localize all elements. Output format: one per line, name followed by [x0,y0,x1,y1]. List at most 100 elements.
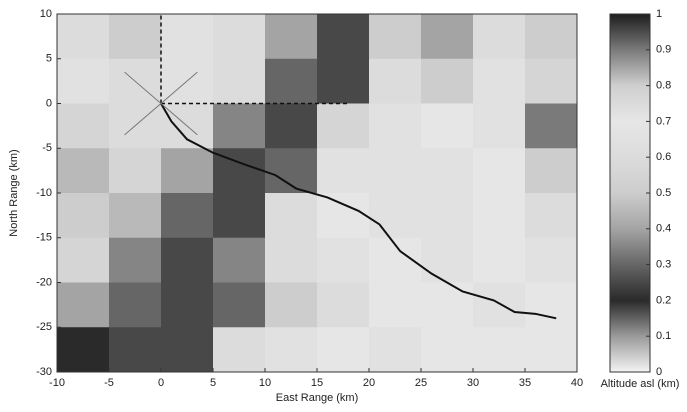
heatmap-cell [525,237,577,283]
x-tick-label: 30 [467,377,479,389]
heatmap-cell [369,58,422,104]
y-tick-label: -15 [36,232,52,244]
colorbar-tick-label: 0.3 [656,259,671,271]
heatmap-cell [525,327,577,372]
heatmap-cell [57,282,110,328]
heatmap-cell [369,148,422,194]
heatmap-cell [161,148,214,194]
heatmap-cell [369,282,422,328]
heatmap-cell [265,148,318,194]
heatmap-cell [161,237,214,283]
heatmap-cell [213,282,266,328]
heatmap-cell [57,148,110,194]
heatmap-cell [57,14,110,60]
x-tick-label: 40 [571,377,583,389]
heatmap [57,14,577,372]
heatmap-cell [265,58,318,104]
heatmap-cell [57,58,110,104]
heatmap-cell [57,327,110,372]
heatmap-cell [473,327,526,372]
heatmap-cell [161,327,214,372]
heatmap-cell [525,14,577,60]
series-line [124,71,198,136]
overlay [124,14,557,320]
x-tick-label: 25 [415,377,427,389]
y-tick-label: 10 [40,8,52,20]
heatmap-cell [317,237,370,283]
heatmap-cell [421,58,474,104]
heatmap-cell [369,193,422,239]
heatmap-cell [317,14,370,60]
heatmap-cell [317,58,370,104]
heatmap-cell [265,237,318,283]
series-line [160,102,557,320]
heatmap-cell [213,237,266,283]
heatmap-cell [161,193,214,239]
heatmap-cell [421,14,474,60]
heatmap-cell [57,193,110,239]
heatmap-cell [109,282,162,328]
colorbar [609,13,651,373]
colorbar-tick-label: 0.6 [656,151,671,163]
x-tick-label: -5 [104,377,114,389]
colorbar-label: Altitude asl (km) [601,378,680,390]
heatmap-cell [421,282,474,328]
heatmap-cell [109,14,162,60]
y-tick-label: -20 [36,276,52,288]
x-tick-label: 15 [311,377,323,389]
heatmap-cell [525,58,577,104]
heatmap-cell [213,103,266,149]
heatmap-cell [525,148,577,194]
colorbar-tick-label: 0.1 [656,330,671,342]
heatmap-cell [57,103,110,149]
heatmap-cell [213,193,266,239]
colorbar-tick-label: 0.7 [656,115,671,127]
heatmap-cell [317,282,370,328]
x-tick-label: -10 [49,377,65,389]
colorbar-tick-label: 0.9 [656,44,671,56]
heatmap-cell [473,58,526,104]
colorbar-tick-label: 0.5 [656,187,671,199]
heatmap-cell [265,282,318,328]
x-axis-label: East Range (km) [276,392,359,404]
heatmap-cell [369,327,422,372]
y-tick-label: 5 [46,53,52,65]
heatmap-cell [473,14,526,60]
heatmap-cell [109,327,162,372]
heatmap-cell [57,237,110,283]
heatmap-cell [421,327,474,372]
x-tick-label: 0 [158,377,164,389]
y-tick-label: -30 [36,366,52,378]
heatmap-cell [109,148,162,194]
heatmap-cell [473,148,526,194]
heatmap-cell [317,327,370,372]
colorbar-tick-label: 0.8 [656,80,671,92]
heatmap-cell [109,193,162,239]
heatmap-cell [213,58,266,104]
heatmap-cell [525,282,577,328]
y-axis-label: North Range (km) [8,149,20,236]
colorbar-tick-label: 0.2 [656,294,671,306]
heatmap-cell [161,14,214,60]
y-tick-label: -25 [36,321,52,333]
heatmap-cell [265,14,318,60]
heatmap-cell [473,282,526,328]
y-tick-label: -10 [36,187,52,199]
heatmap-cell [421,237,474,283]
y-tick-label: -5 [42,142,52,154]
heatmap-cell [265,103,318,149]
heatmap-cell [265,327,318,372]
y-tick-label: 0 [46,97,52,109]
heatmap-cell [213,14,266,60]
heatmap-cell [317,193,370,239]
x-tick-label: 10 [259,377,271,389]
heatmap-cell [213,327,266,372]
heatmap-cell [369,103,422,149]
x-tick-label: 20 [363,377,375,389]
heatmap-cell [265,193,318,239]
heatmap-cell [421,103,474,149]
heatmap-cell [421,148,474,194]
colorbar-tick-label: 0.4 [656,223,671,235]
heatmap-cell [473,103,526,149]
